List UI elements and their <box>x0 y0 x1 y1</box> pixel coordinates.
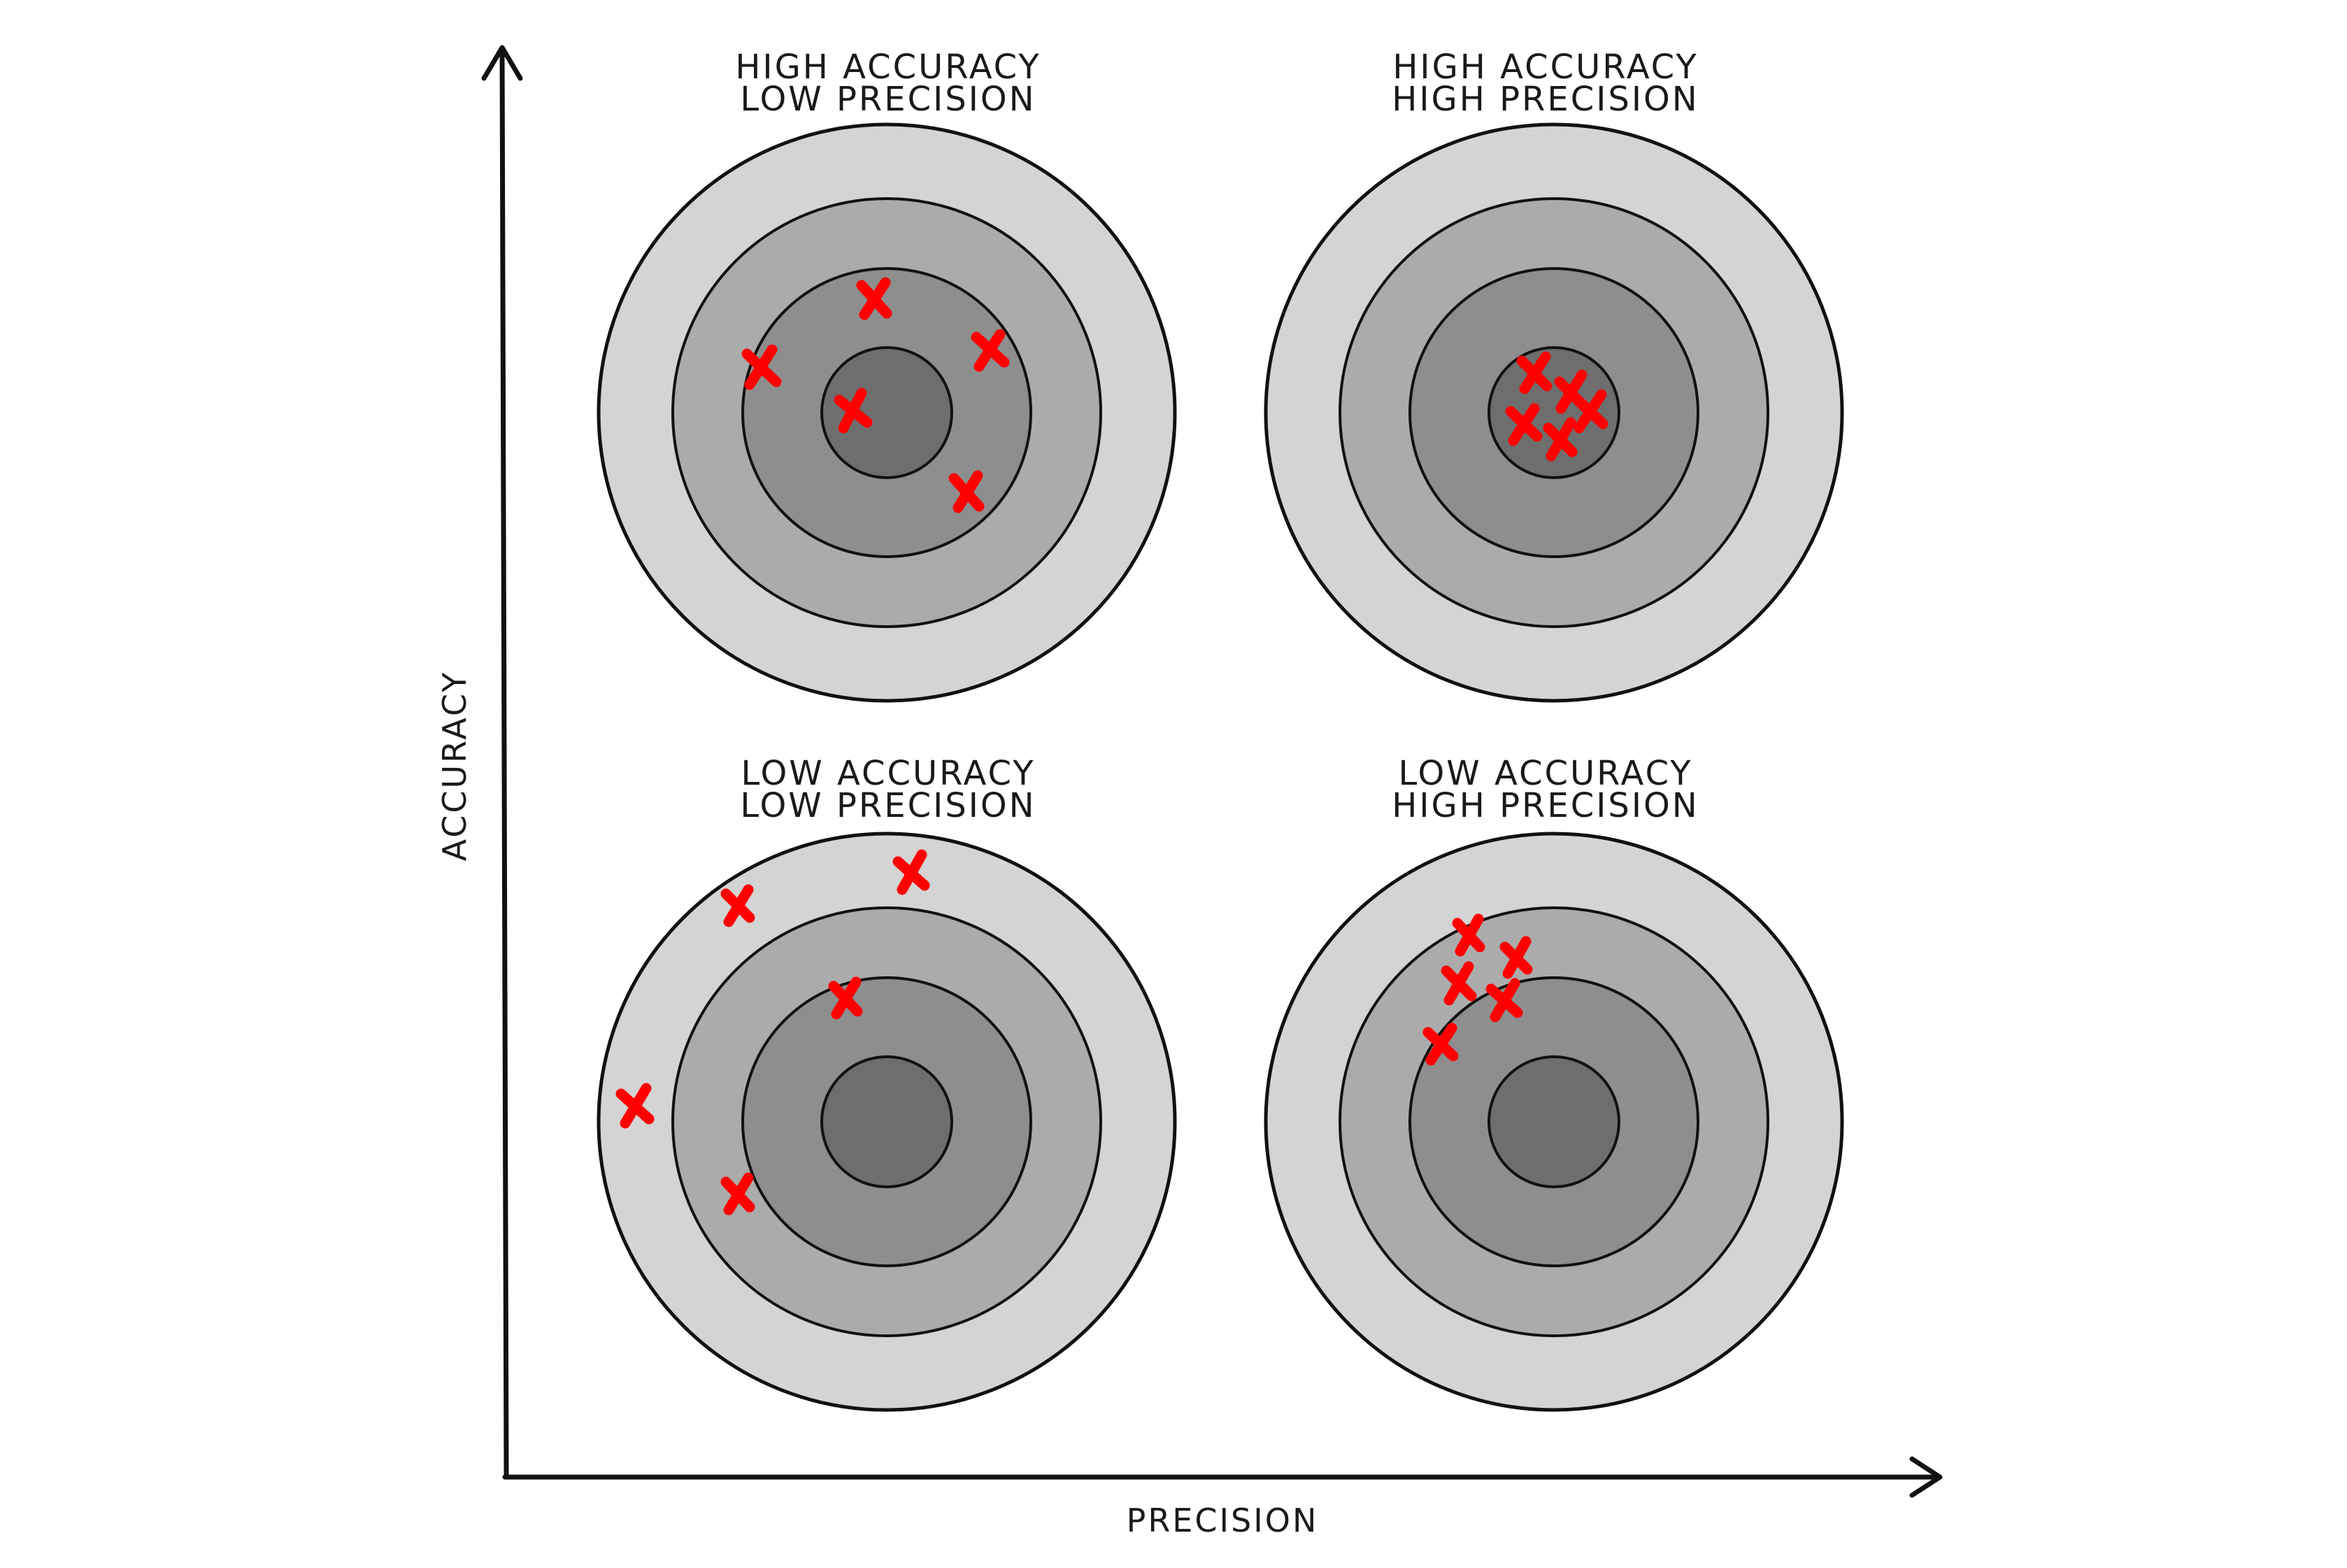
y-axis-arrowhead <box>481 45 523 81</box>
target-high-accuracy-low-precision: HIGH ACCURACY LOW PRECISION <box>597 48 1177 703</box>
hit-mark <box>1505 403 1543 446</box>
hit-mark <box>1452 913 1485 957</box>
hit-marks <box>1505 351 1608 462</box>
target-title-line2: LOW PRECISION <box>740 80 1036 119</box>
target-bullseye <box>820 346 953 479</box>
hit-mark <box>741 344 782 390</box>
target-title-line1: LOW ACCURACY <box>741 754 1035 793</box>
y-axis-label: ACCURACY <box>436 671 473 862</box>
hit-mark <box>828 976 863 1020</box>
hit-marks <box>615 849 930 1216</box>
hit-mark <box>720 884 755 927</box>
target-title-line2: LOW PRECISION <box>740 786 1036 825</box>
target-title-line1: HIGH ACCURACY <box>735 48 1041 87</box>
hit-mark <box>1499 936 1533 979</box>
hit-mark <box>1485 978 1523 1022</box>
target-title-line1: HIGH ACCURACY <box>1392 48 1698 87</box>
hit-mark <box>1422 1022 1459 1066</box>
hit-mark <box>1441 961 1477 1006</box>
x-axis <box>502 1456 1943 1498</box>
target-title-line2: HIGH PRECISION <box>1392 80 1699 119</box>
hit-mark <box>948 470 985 513</box>
hit-mark <box>1571 389 1608 434</box>
target-bullseye <box>820 1055 953 1188</box>
hit-marks <box>741 277 1010 513</box>
hit-mark <box>856 277 892 320</box>
target-title-line2: HIGH PRECISION <box>1392 786 1699 825</box>
hit-marks <box>1422 913 1533 1066</box>
target-low-accuracy-low-precision: LOW ACCURACY LOW PRECISION <box>597 754 1177 1412</box>
hit-mark <box>834 387 873 434</box>
hit-mark <box>615 1083 655 1129</box>
target-high-accuracy-high-precision: HIGH ACCURACY HIGH PRECISION <box>1264 48 1844 703</box>
hit-mark <box>971 329 1010 372</box>
target-title-line1: LOW ACCURACY <box>1398 754 1692 793</box>
hit-mark <box>720 1172 755 1216</box>
target-bullseye <box>1488 1055 1620 1188</box>
hit-mark <box>892 849 930 895</box>
hit-mark <box>1516 351 1553 394</box>
target-low-accuracy-high-precision: LOW ACCURACY HIGH PRECISION <box>1264 754 1844 1412</box>
hit-mark <box>1543 417 1578 462</box>
y-axis <box>481 45 523 1480</box>
x-axis-label: PRECISION <box>1127 1502 1319 1539</box>
target-bullseye <box>1488 346 1620 479</box>
x-axis-arrowhead <box>1909 1456 1943 1498</box>
